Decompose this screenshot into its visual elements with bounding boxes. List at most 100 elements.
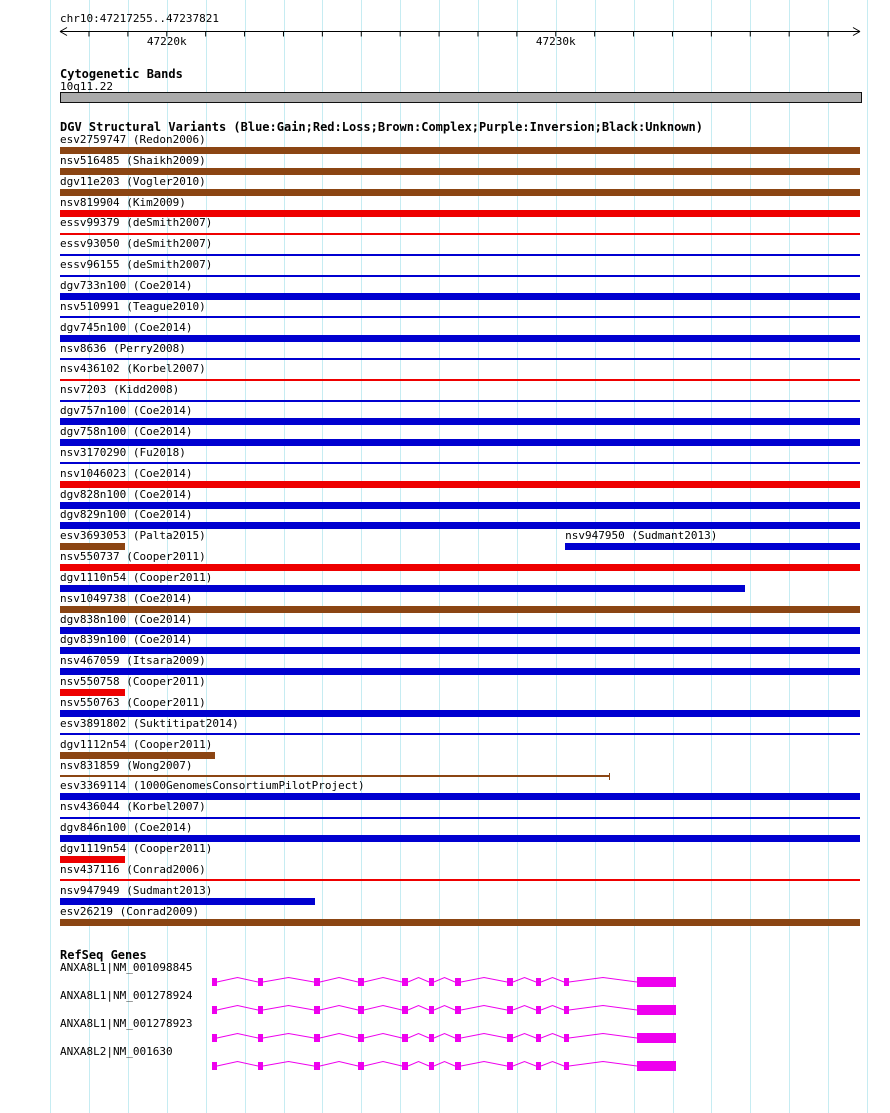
variant-bar[interactable] [60, 253, 860, 256]
variant-bar[interactable] [60, 564, 860, 571]
gene-structure-glyph[interactable] [0, 1000, 890, 1020]
variant-label[interactable]: dgv846n100 (Coe2014) [60, 821, 193, 835]
variant-label[interactable]: esv3693053 (Palta2015) [60, 529, 206, 543]
variant-bar[interactable] [60, 418, 860, 426]
variant-bar[interactable] [60, 316, 860, 319]
variant-label[interactable]: nsv516485 (Shaikh2009) [60, 153, 206, 167]
variant-bar[interactable] [60, 626, 860, 634]
gene-label[interactable]: ANXA8L1|NM_001098845 [60, 961, 193, 974]
gene-structure-glyph[interactable] [0, 1028, 890, 1048]
variant-label[interactable]: dgv1110n54 (Cooper2011) [60, 570, 213, 584]
variant-label[interactable]: esv26219 (Conrad2009) [60, 904, 200, 918]
exon-box [402, 1062, 408, 1070]
variant-bar[interactable] [60, 188, 860, 196]
variant-label[interactable]: nsv947950 (Sudmant2013) [565, 529, 718, 543]
variant-bar[interactable] [60, 584, 745, 592]
gene-structure-glyph[interactable] [0, 972, 890, 992]
variant-bar[interactable] [60, 793, 860, 801]
exon-box [258, 978, 263, 986]
variant-label[interactable]: nsv550737 (Cooper2011) [60, 550, 206, 563]
variant-label[interactable]: dgv828n100 (Coe2014) [60, 487, 193, 501]
variant-bar[interactable] [60, 855, 126, 863]
variant-bar[interactable] [60, 543, 126, 551]
gene-label[interactable]: ANXA8L1|NM_001278923 [60, 1017, 193, 1030]
variant-label[interactable]: nsv831859 (Wong2007) [60, 758, 193, 772]
variant-label[interactable]: essv96155 (deSmith2007) [60, 258, 213, 272]
variant-bar[interactable] [60, 232, 860, 235]
variant-bar[interactable] [60, 358, 860, 360]
variant-label[interactable]: dgv745n100 (Coe2014) [60, 320, 193, 334]
variant-label[interactable]: nsv436044 (Korbel2007) [60, 800, 206, 814]
variant-bar[interactable] [60, 879, 860, 882]
variant-bar[interactable] [60, 689, 126, 697]
variant-bar[interactable] [60, 293, 860, 300]
exon-box [358, 1034, 364, 1042]
exon-box [258, 1062, 263, 1070]
variant-bar[interactable] [60, 438, 860, 446]
variant-label[interactable]: nsv947949 (Sudmant2013) [60, 883, 213, 897]
cytoband-bar[interactable] [60, 92, 862, 103]
variant-label[interactable]: dgv839n100 (Coe2014) [60, 633, 193, 647]
variant-bar[interactable] [60, 480, 860, 488]
exon-box [258, 1034, 263, 1042]
exon-box [455, 1034, 461, 1042]
variant-label[interactable]: dgv733n100 (Coe2014) [60, 279, 193, 292]
variant-label[interactable]: dgv11e203 (Vogler2010) [60, 174, 206, 188]
variant-bar[interactable] [60, 209, 860, 217]
variant-label[interactable]: essv93050 (deSmith2007) [60, 237, 213, 251]
variant-bar[interactable] [60, 710, 860, 717]
variant-bar[interactable] [60, 462, 860, 465]
exon-box [536, 1006, 541, 1014]
variant-label[interactable]: nsv550758 (Cooper2011) [60, 675, 206, 689]
variant-bar[interactable] [60, 334, 860, 342]
variant-label[interactable]: dgv829n100 (Coe2014) [60, 508, 193, 522]
variant-bar[interactable] [60, 775, 610, 777]
variant-label[interactable]: nsv550763 (Cooper2011) [60, 696, 206, 709]
exon-box [429, 978, 434, 986]
variant-label[interactable]: nsv467059 (Itsara2009) [60, 654, 206, 668]
variant-bar[interactable] [60, 816, 860, 819]
variant-bar[interactable] [565, 543, 860, 551]
variant-label[interactable]: nsv7203 (Kidd2008) [60, 383, 180, 397]
variant-label[interactable]: dgv1112n54 (Cooper2011) [60, 737, 213, 751]
variant-label[interactable]: dgv757n100 (Coe2014) [60, 404, 193, 418]
variant-label[interactable]: nsv510991 (Teague2010) [60, 299, 206, 313]
variant-label[interactable]: nsv3170290 (Fu2018) [60, 445, 186, 459]
variant-label[interactable]: nsv1049738 (Coe2014) [60, 591, 193, 605]
exon-box [212, 1034, 217, 1042]
variant-bar[interactable] [60, 274, 860, 277]
variant-bar[interactable] [60, 399, 860, 402]
variant-bar[interactable] [60, 897, 315, 905]
variant-bar[interactable] [60, 147, 860, 154]
variant-bar[interactable] [60, 167, 860, 175]
variant-label[interactable]: dgv1119n54 (Cooper2011) [60, 841, 213, 855]
variant-label[interactable]: nsv437116 (Conrad2006) [60, 862, 206, 876]
variant-bar[interactable] [60, 751, 215, 759]
gene-structure-glyph[interactable] [0, 1056, 890, 1076]
exon-box [314, 1034, 320, 1042]
variant-label[interactable]: essv99379 (deSmith2007) [60, 216, 213, 230]
exon-box [402, 978, 408, 986]
variant-bar[interactable] [60, 522, 860, 530]
variant-bar[interactable] [60, 918, 860, 926]
variant-bar[interactable] [60, 835, 860, 843]
variant-label[interactable]: dgv758n100 (Coe2014) [60, 424, 193, 438]
variant-label[interactable]: dgv838n100 (Coe2014) [60, 612, 193, 626]
variant-label[interactable]: nsv1046023 (Coe2014) [60, 466, 193, 480]
variant-label[interactable]: nsv436102 (Korbel2007) [60, 362, 206, 376]
variant-label[interactable]: nsv819904 (Kim2009) [60, 195, 186, 209]
variant-label[interactable]: esv3891802 (Suktitipat2014) [60, 716, 239, 730]
variant-bar[interactable] [60, 668, 860, 676]
variant-label[interactable]: nsv8636 (Perry2008) [60, 341, 186, 355]
variant-label[interactable]: esv2759747 (Redon2006) [60, 133, 206, 146]
variant-bar[interactable] [60, 378, 860, 381]
gene-label[interactable]: ANXA8L1|NM_001278924 [60, 989, 193, 1002]
gene-label[interactable]: ANXA8L2|NM_001630 [60, 1045, 173, 1058]
variant-bar[interactable] [60, 733, 860, 736]
variant-bar[interactable] [60, 647, 860, 655]
variant-bar[interactable] [60, 605, 860, 613]
exon-box [564, 1062, 569, 1070]
variant-label[interactable]: esv3369114 (1000GenomesConsortiumPilotPr… [60, 779, 365, 793]
variant-bar[interactable] [60, 501, 860, 509]
